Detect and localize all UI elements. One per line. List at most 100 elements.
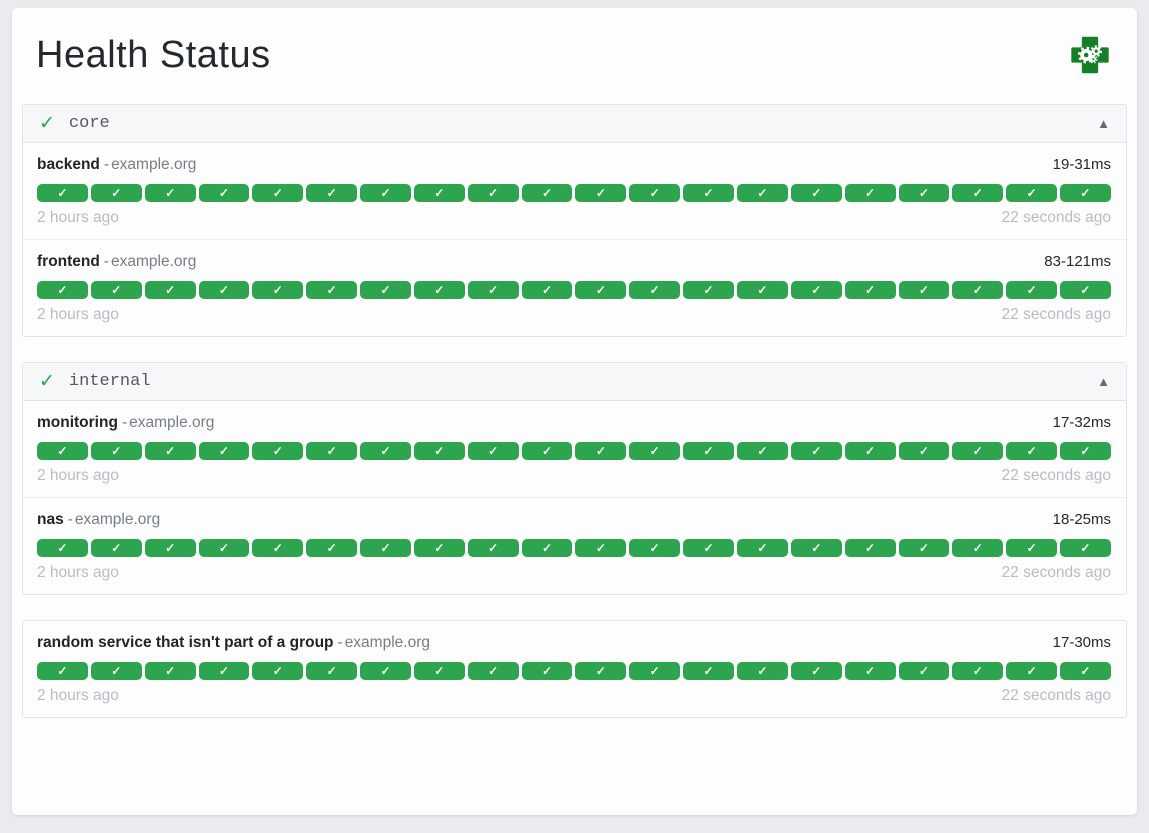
status-badge-success[interactable]: ✓ bbox=[37, 539, 88, 557]
status-badge-success[interactable]: ✓ bbox=[252, 184, 304, 202]
status-badge-success[interactable]: ✓ bbox=[575, 662, 627, 680]
status-badge-success[interactable]: ✓ bbox=[306, 539, 358, 557]
status-badge-success[interactable]: ✓ bbox=[790, 281, 842, 299]
status-badge-success[interactable]: ✓ bbox=[360, 281, 411, 299]
status-badge-success[interactable]: ✓ bbox=[1006, 442, 1058, 460]
status-badge-success[interactable]: ✓ bbox=[90, 539, 142, 557]
status-badge-success[interactable]: ✓ bbox=[575, 184, 627, 202]
status-badge-success[interactable]: ✓ bbox=[467, 662, 519, 680]
status-badge-success[interactable]: ✓ bbox=[198, 281, 250, 299]
status-badge-success[interactable]: ✓ bbox=[413, 442, 465, 460]
status-badge-success[interactable]: ✓ bbox=[844, 442, 896, 460]
status-badge-success[interactable]: ✓ bbox=[252, 539, 304, 557]
status-badge-success[interactable]: ✓ bbox=[144, 442, 196, 460]
status-badge-success[interactable]: ✓ bbox=[1060, 539, 1111, 557]
status-badge-success[interactable]: ✓ bbox=[467, 184, 519, 202]
status-badge-success[interactable]: ✓ bbox=[306, 184, 358, 202]
status-badge-success[interactable]: ✓ bbox=[1006, 662, 1058, 680]
status-badge-success[interactable]: ✓ bbox=[683, 442, 734, 460]
status-badge-success[interactable]: ✓ bbox=[844, 662, 896, 680]
status-badge-success[interactable]: ✓ bbox=[844, 184, 896, 202]
status-badge-success[interactable]: ✓ bbox=[144, 539, 196, 557]
status-badge-success[interactable]: ✓ bbox=[736, 184, 788, 202]
status-badge-success[interactable]: ✓ bbox=[575, 539, 627, 557]
status-badge-success[interactable]: ✓ bbox=[898, 442, 950, 460]
status-badge-success[interactable]: ✓ bbox=[1060, 184, 1111, 202]
status-badge-success[interactable]: ✓ bbox=[252, 281, 304, 299]
status-badge-success[interactable]: ✓ bbox=[198, 662, 250, 680]
collapse-arrow-icon[interactable]: ▲ bbox=[1097, 116, 1110, 131]
status-badge-success[interactable]: ✓ bbox=[467, 442, 519, 460]
status-badge-success[interactable]: ✓ bbox=[467, 539, 519, 557]
status-badge-success[interactable]: ✓ bbox=[952, 662, 1004, 680]
status-badge-success[interactable]: ✓ bbox=[952, 442, 1004, 460]
status-badge-success[interactable]: ✓ bbox=[198, 184, 250, 202]
status-badge-success[interactable]: ✓ bbox=[736, 281, 788, 299]
status-badge-success[interactable]: ✓ bbox=[1060, 281, 1111, 299]
collapse-arrow-icon[interactable]: ▲ bbox=[1097, 374, 1110, 389]
status-badge-success[interactable]: ✓ bbox=[575, 281, 627, 299]
status-badge-success[interactable]: ✓ bbox=[467, 281, 519, 299]
status-badge-success[interactable]: ✓ bbox=[413, 539, 465, 557]
status-badge-success[interactable]: ✓ bbox=[790, 442, 842, 460]
status-badge-success[interactable]: ✓ bbox=[683, 539, 734, 557]
group-header-core[interactable]: ✓ core ▲ bbox=[23, 105, 1126, 143]
status-badge-success[interactable]: ✓ bbox=[144, 281, 196, 299]
status-badge-success[interactable]: ✓ bbox=[37, 442, 88, 460]
status-badge-success[interactable]: ✓ bbox=[736, 539, 788, 557]
status-badge-success[interactable]: ✓ bbox=[790, 539, 842, 557]
status-badge-success[interactable]: ✓ bbox=[37, 281, 88, 299]
status-badge-success[interactable]: ✓ bbox=[144, 184, 196, 202]
status-badge-success[interactable]: ✓ bbox=[629, 662, 681, 680]
status-badge-success[interactable]: ✓ bbox=[629, 442, 681, 460]
status-badge-success[interactable]: ✓ bbox=[252, 662, 304, 680]
status-badge-success[interactable]: ✓ bbox=[198, 442, 250, 460]
status-badge-success[interactable]: ✓ bbox=[521, 539, 573, 557]
status-badge-success[interactable]: ✓ bbox=[1060, 662, 1111, 680]
status-badge-success[interactable]: ✓ bbox=[790, 184, 842, 202]
status-badge-success[interactable]: ✓ bbox=[306, 662, 358, 680]
status-badge-success[interactable]: ✓ bbox=[683, 184, 734, 202]
status-badge-success[interactable]: ✓ bbox=[952, 539, 1004, 557]
status-badge-success[interactable]: ✓ bbox=[683, 281, 734, 299]
status-badge-success[interactable]: ✓ bbox=[413, 662, 465, 680]
status-badge-success[interactable]: ✓ bbox=[898, 281, 950, 299]
status-badge-success[interactable]: ✓ bbox=[198, 539, 250, 557]
status-badge-success[interactable]: ✓ bbox=[629, 539, 681, 557]
group-header-internal[interactable]: ✓ internal ▲ bbox=[23, 363, 1126, 401]
status-badge-success[interactable]: ✓ bbox=[898, 662, 950, 680]
status-badge-success[interactable]: ✓ bbox=[360, 184, 411, 202]
status-badge-success[interactable]: ✓ bbox=[1060, 442, 1111, 460]
status-badge-success[interactable]: ✓ bbox=[790, 662, 842, 680]
status-badge-success[interactable]: ✓ bbox=[629, 184, 681, 202]
status-badge-success[interactable]: ✓ bbox=[844, 281, 896, 299]
status-badge-success[interactable]: ✓ bbox=[629, 281, 681, 299]
status-badge-success[interactable]: ✓ bbox=[844, 539, 896, 557]
status-badge-success[interactable]: ✓ bbox=[1006, 281, 1058, 299]
status-badge-success[interactable]: ✓ bbox=[90, 442, 142, 460]
status-badge-success[interactable]: ✓ bbox=[521, 281, 573, 299]
status-badge-success[interactable]: ✓ bbox=[90, 184, 142, 202]
status-badge-success[interactable]: ✓ bbox=[306, 442, 358, 460]
status-badge-success[interactable]: ✓ bbox=[898, 184, 950, 202]
status-badge-success[interactable]: ✓ bbox=[898, 539, 950, 557]
status-badge-success[interactable]: ✓ bbox=[521, 184, 573, 202]
status-badge-success[interactable]: ✓ bbox=[575, 442, 627, 460]
status-badge-success[interactable]: ✓ bbox=[1006, 539, 1058, 557]
status-badge-success[interactable]: ✓ bbox=[252, 442, 304, 460]
status-badge-success[interactable]: ✓ bbox=[736, 442, 788, 460]
status-badge-success[interactable]: ✓ bbox=[952, 281, 1004, 299]
status-badge-success[interactable]: ✓ bbox=[360, 539, 411, 557]
status-badge-success[interactable]: ✓ bbox=[90, 662, 142, 680]
status-badge-success[interactable]: ✓ bbox=[144, 662, 196, 680]
status-badge-success[interactable]: ✓ bbox=[37, 184, 88, 202]
status-badge-success[interactable]: ✓ bbox=[413, 184, 465, 202]
status-badge-success[interactable]: ✓ bbox=[521, 662, 573, 680]
status-badge-success[interactable]: ✓ bbox=[37, 662, 88, 680]
status-badge-success[interactable]: ✓ bbox=[521, 442, 573, 460]
status-badge-success[interactable]: ✓ bbox=[360, 442, 411, 460]
status-badge-success[interactable]: ✓ bbox=[360, 662, 411, 680]
status-badge-success[interactable]: ✓ bbox=[1006, 184, 1058, 202]
status-badge-success[interactable]: ✓ bbox=[90, 281, 142, 299]
status-badge-success[interactable]: ✓ bbox=[413, 281, 465, 299]
